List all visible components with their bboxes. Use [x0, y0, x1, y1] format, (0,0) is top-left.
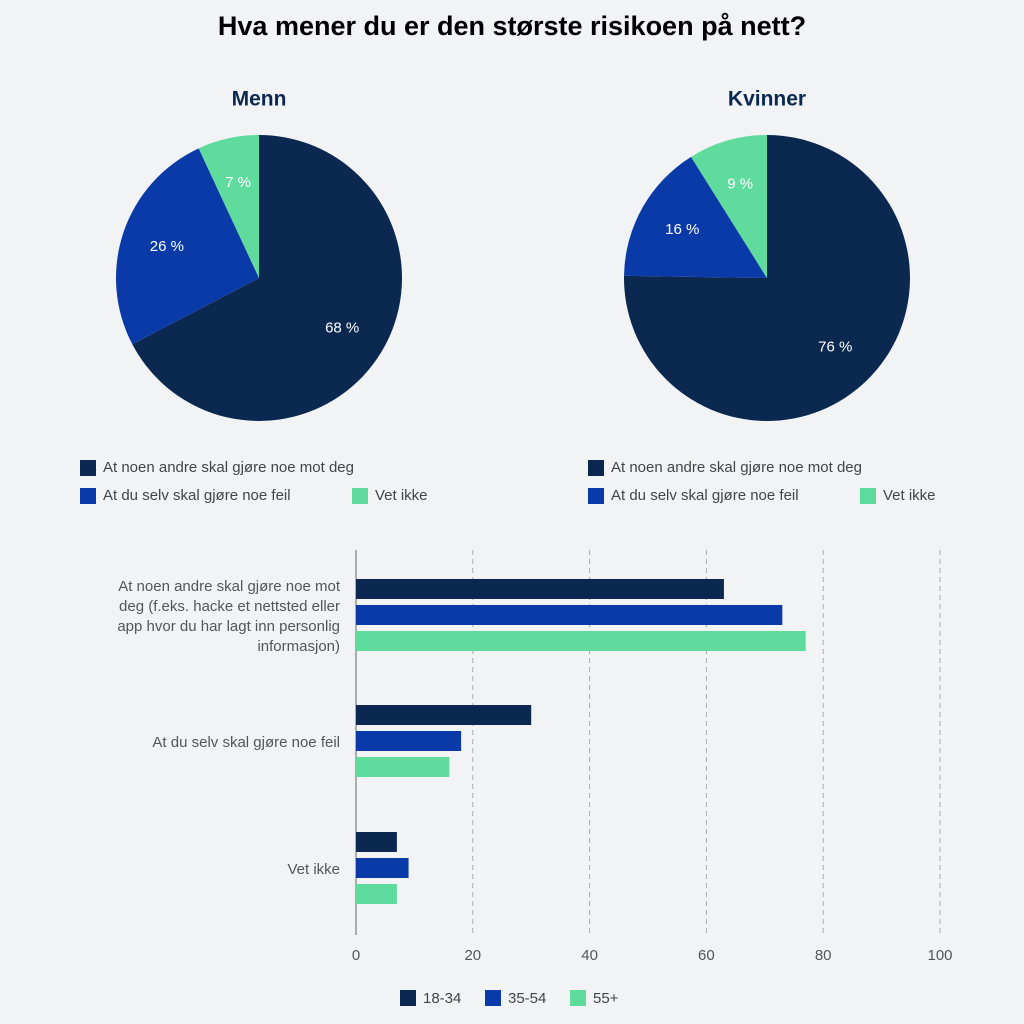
legend-label: At du selv skal gjøre noe feil: [103, 487, 291, 504]
main-title: Hva mener du er den største risikoen på …: [218, 11, 806, 41]
bar: [356, 731, 462, 751]
legend-swatch: [570, 990, 586, 1006]
legend-label: At noen andre skal gjøre noe mot deg: [103, 459, 354, 476]
legend-label: 18-34: [423, 990, 461, 1007]
x-tick-label: 100: [927, 947, 952, 964]
pie-title: Menn: [232, 88, 287, 111]
legend-label: 35-54: [508, 990, 546, 1007]
legend-label: Vet ikke: [883, 487, 936, 504]
slice-label: 16 %: [665, 221, 699, 238]
y-tick-label: Vet ikke: [287, 861, 340, 878]
x-tick-label: 80: [815, 947, 832, 964]
bar: [356, 832, 397, 852]
legend-label: 55+: [593, 990, 619, 1007]
legend-swatch: [400, 990, 416, 1006]
pie-slice: [691, 135, 767, 278]
slice-label: 68 %: [325, 319, 359, 336]
bar: [356, 605, 783, 625]
legend-swatch: [80, 460, 96, 476]
pie-title: Kvinner: [728, 88, 806, 111]
legend-swatch: [588, 488, 604, 504]
slice-label: 76 %: [818, 338, 852, 355]
slice-label: 26 %: [150, 238, 184, 255]
bar: [356, 631, 806, 651]
legend-label: At noen andre skal gjøre noe mot deg: [611, 459, 862, 476]
legend-label: At du selv skal gjøre noe feil: [611, 487, 799, 504]
bar: [356, 705, 532, 725]
bar: [356, 858, 409, 878]
x-tick-label: 60: [698, 947, 715, 964]
x-tick-label: 20: [464, 947, 481, 964]
bar: [356, 579, 724, 599]
legend-swatch: [860, 488, 876, 504]
slice-label: 7 %: [225, 174, 251, 191]
slice-label: 9 %: [727, 176, 753, 193]
pie-slice: [624, 156, 767, 278]
pie-slice: [198, 135, 259, 278]
pie-slice: [115, 148, 259, 345]
bar: [356, 757, 450, 777]
legend-label: Vet ikke: [375, 487, 428, 504]
pie-slice: [132, 135, 403, 422]
y-tick-label: At du selv skal gjøre noe feil: [152, 734, 340, 751]
y-tick-label: At noen andre skal gjøre noe mot deg (f.…: [117, 578, 340, 655]
x-tick-label: 0: [352, 947, 360, 964]
legend-swatch: [80, 488, 96, 504]
x-tick-label: 40: [581, 947, 598, 964]
legend-swatch: [485, 990, 501, 1006]
bar: [356, 884, 397, 904]
legend-swatch: [588, 460, 604, 476]
legend-swatch: [352, 488, 368, 504]
